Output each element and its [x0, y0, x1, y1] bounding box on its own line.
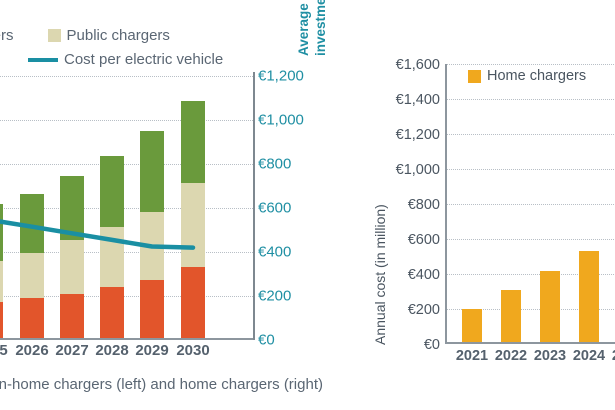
bar-segment-orange-2026 [20, 298, 44, 340]
rxlabel-2025: 2025 [612, 348, 615, 364]
bar-segment-orange-2028 [100, 287, 124, 340]
ytick-1000: €1,000 [258, 111, 304, 129]
gridline-200 [0, 296, 255, 297]
rgridline-600 [445, 239, 615, 240]
rgridline-1200 [445, 134, 615, 135]
rytick-400: €400 [407, 267, 440, 283]
rxlabel-2021: 2021 [455, 348, 489, 364]
rgridline-1400 [445, 99, 615, 100]
left-chart-value-axis [253, 72, 255, 340]
gridline-800 [0, 164, 255, 165]
rgridline-1600 [445, 64, 615, 65]
bar-segment-orange-2027 [60, 293, 84, 340]
bar-segment-green-2028 [100, 156, 124, 227]
rgridline-800 [445, 204, 615, 205]
ytick-800: €800 [258, 155, 292, 173]
rytick-0: €0 [423, 337, 440, 353]
bar-segment-green-2030 [181, 101, 205, 183]
left-chart-x-axis-labels: 2024 2025 2026 2027 2028 2029 2030 [0, 342, 255, 364]
legend-label-public-chargers: Public chargers [66, 27, 170, 44]
xlabel-2030: 2030 [176, 342, 210, 359]
bar-segment-beige-2027 [60, 239, 84, 294]
rxlabel-2023: 2023 [533, 348, 567, 364]
bar-segment-beige-2030 [181, 182, 205, 268]
rytick-800: €800 [407, 197, 440, 213]
right-chart-y-axis-ticks: €1,600 €1,400 €1,200 €1,000 €800 €600 €4… [378, 57, 440, 353]
rytick-1600: €1,600 [395, 57, 440, 73]
left-chart-y-axis-ticks: €1,200 €1,000 €800 €600 €400 €200 €0 [258, 66, 328, 356]
left-chart-axis-title: Average amount of charging infrastructur… [296, 0, 330, 56]
bar-segment-beige-2026 [20, 253, 44, 299]
right-chart-value-axis [445, 64, 447, 344]
gridline-1000 [0, 120, 255, 121]
legend-label-cost-per-ev: Cost per electric vehicle [64, 51, 224, 68]
ytick-1200: €1,200 [258, 67, 304, 85]
bar-segment-green-2029 [140, 131, 164, 213]
left-chart: argers Public chargers Cost per electric… [0, 0, 345, 365]
rytick-1000: €1,000 [395, 162, 440, 178]
gridline-600 [0, 208, 255, 209]
cost-per-ev-line [0, 219, 196, 250]
legend-label-home-chargers: Home chargers [487, 68, 587, 84]
bar-segment-green-2027 [60, 176, 84, 240]
legend-swatch-public-chargers [47, 29, 61, 42]
bar-segment-orange-2030 [181, 267, 205, 340]
bar-2022 [501, 289, 521, 344]
legend-label-private-chargers: argers [0, 27, 14, 44]
ytick-600: €600 [258, 199, 292, 217]
figure-caption: non-home chargers (left) and home charge… [0, 376, 323, 393]
gridline-1200 [0, 76, 255, 77]
ytick-400: €400 [258, 243, 292, 261]
xlabel-2026: 2026 [15, 342, 49, 359]
rytick-1400: €1,400 [395, 92, 440, 108]
right-chart: Annual cost (in million) €1,600 €1,400 €… [350, 0, 615, 375]
right-chart-plot-area [445, 64, 615, 344]
right-chart-baseline [445, 342, 615, 344]
ytick-0: €0 [258, 331, 275, 349]
rgridline-400 [445, 274, 615, 275]
rxlabel-2024: 2024 [572, 348, 606, 364]
xlabel-2025: 2025 [0, 342, 8, 359]
rgridline-200 [445, 309, 615, 310]
rytick-200: €200 [407, 302, 440, 318]
bar-2021 [462, 309, 482, 344]
gridline-400 [0, 252, 255, 253]
left-chart-legend: argers Public chargers Cost per electric… [0, 28, 300, 67]
bar-segment-beige-2025 [0, 260, 3, 302]
rxlabel-2022: 2022 [494, 348, 528, 364]
bar-segment-orange-2025 [0, 301, 3, 340]
left-chart-plot-area [0, 72, 255, 340]
bar-2024 [579, 251, 599, 344]
rgridline-1000 [445, 169, 615, 170]
bar-segment-orange-2029 [140, 279, 164, 340]
legend-swatch-home-chargers [468, 69, 481, 83]
xlabel-2029: 2029 [135, 342, 169, 359]
bar-segment-green-2025 [0, 203, 3, 261]
legend-line-cost-per-ev [28, 57, 58, 62]
right-chart-x-axis-labels: 2021 2022 2023 2024 2025 [445, 348, 615, 370]
xlabel-2028: 2028 [95, 342, 129, 359]
ytick-200: €200 [258, 287, 292, 305]
rytick-600: €600 [407, 232, 440, 248]
right-chart-legend: Home chargers [468, 68, 586, 84]
left-chart-baseline [0, 338, 255, 340]
xlabel-2027: 2027 [55, 342, 89, 359]
bar-2023 [540, 270, 560, 344]
rytick-1200: €1,200 [395, 127, 440, 143]
